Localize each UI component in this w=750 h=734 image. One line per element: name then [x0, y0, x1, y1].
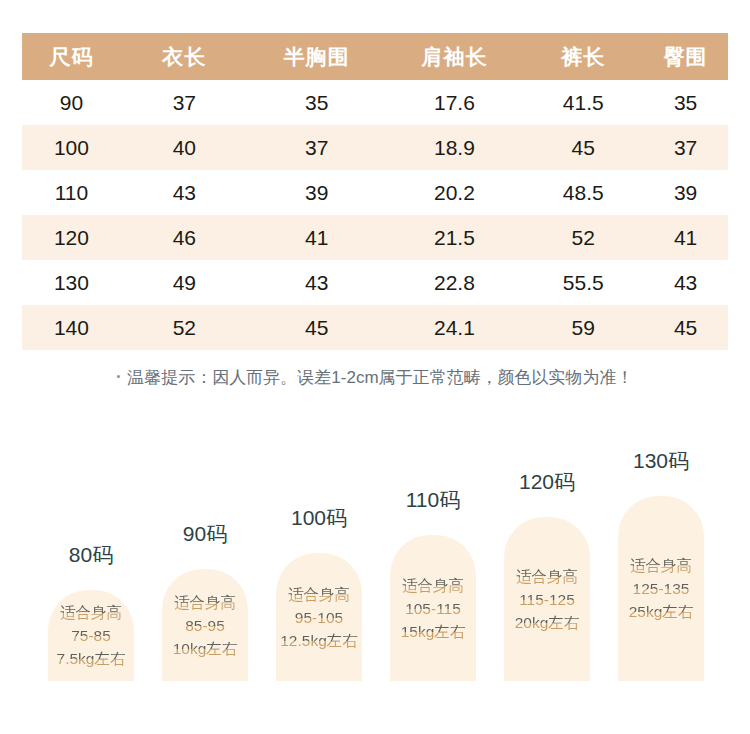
chart-column-90: 90码 适合身高 85-95 10kg左右 — [162, 520, 248, 681]
size-table-header-row: 尺码 衣长 半胸围 肩袖长 裤长 臀围 — [22, 33, 728, 80]
bar-text: 适合身高 125-135 25kg左右 — [629, 554, 694, 623]
table-cell: 37 — [248, 125, 386, 170]
table-cell: 35 — [643, 80, 728, 125]
table-cell: 45 — [643, 305, 728, 350]
size-chart-page: 尺码 衣长 半胸围 肩袖长 裤长 臀围 90 37 35 17.6 41.5 3… — [0, 33, 750, 681]
table-cell: 52 — [523, 215, 643, 260]
bar-line-weight: 7.5kg左右 — [57, 647, 126, 670]
table-cell: 24.1 — [386, 305, 524, 350]
table-row: 110 43 39 20.2 48.5 39 — [22, 170, 728, 215]
bar-label: 110码 — [406, 486, 460, 514]
table-cell: 41 — [643, 215, 728, 260]
bar-text: 适合身高 85-95 10kg左右 — [173, 591, 238, 660]
table-cell: 41.5 — [523, 80, 643, 125]
table-cell: 18.9 — [386, 125, 524, 170]
table-row: 100 40 37 18.9 45 37 — [22, 125, 728, 170]
header-cell-hip: 臀围 — [643, 33, 728, 80]
table-cell: 40 — [121, 125, 248, 170]
table-cell: 43 — [121, 170, 248, 215]
bar-line-fit: 适合身高 — [629, 554, 694, 577]
bar-line-fit: 适合身高 — [515, 565, 580, 588]
bar: 适合身高 115-125 20kg左右 — [504, 517, 590, 681]
bar-label: 90码 — [183, 520, 227, 548]
bar-line-height-range: 125-135 — [629, 577, 694, 600]
bar-line-fit: 适合身高 — [57, 601, 126, 624]
table-cell: 45 — [523, 125, 643, 170]
bar-line-height-range: 95-105 — [280, 606, 358, 629]
table-cell: 45 — [248, 305, 386, 350]
size-cell: 120 — [22, 215, 121, 260]
table-row: 140 52 45 24.1 59 45 — [22, 305, 728, 350]
size-cell: 110 — [22, 170, 121, 215]
bar-line-height-range: 115-125 — [515, 588, 580, 611]
table-cell: 39 — [248, 170, 386, 215]
chart-column-130: 130码 适合身高 125-135 25kg左右 — [618, 447, 704, 681]
size-cell: 130 — [22, 260, 121, 305]
header-cell-shoulder: 肩袖长 — [386, 33, 524, 80]
table-cell: 49 — [121, 260, 248, 305]
bar-line-height-range: 75-85 — [57, 624, 126, 647]
table-cell: 20.2 — [386, 170, 524, 215]
table-cell: 41 — [248, 215, 386, 260]
bar-line-weight: 25kg左右 — [629, 600, 694, 623]
chart-column-80: 80码 适合身高 75-85 7.5kg左右 — [48, 541, 134, 681]
chart-column-100: 100码 适合身高 95-105 12.5kg左右 — [276, 504, 362, 681]
table-row: 130 49 43 22.8 55.5 43 — [22, 260, 728, 305]
bar: 适合身高 85-95 10kg左右 — [162, 569, 248, 681]
bar-text: 适合身高 105-115 15kg左右 — [401, 574, 466, 643]
table-cell: 22.8 — [386, 260, 524, 305]
disclaimer-text: 温馨提示：因人而异。误差1-2cm属于正常范畴，颜色以实物为准！ — [127, 368, 633, 387]
header-cell-pants-length: 裤长 — [523, 33, 643, 80]
size-cell: 100 — [22, 125, 121, 170]
bar-label: 80码 — [69, 541, 113, 569]
table-cell: 37 — [121, 80, 248, 125]
table-cell: 43 — [643, 260, 728, 305]
bar: 适合身高 95-105 12.5kg左右 — [276, 553, 362, 681]
bar-text: 适合身高 75-85 7.5kg左右 — [57, 601, 126, 670]
table-row: 120 46 41 21.5 52 41 — [22, 215, 728, 260]
header-cell-half-chest: 半胸围 — [248, 33, 386, 80]
table-cell: 21.5 — [386, 215, 524, 260]
bar-label: 120码 — [519, 468, 575, 496]
header-cell-size: 尺码 — [22, 33, 121, 80]
header-cell-length: 衣长 — [121, 33, 248, 80]
bar: 适合身高 105-115 15kg左右 — [390, 535, 476, 681]
table-cell: 37 — [643, 125, 728, 170]
table-cell: 48.5 — [523, 170, 643, 215]
table-cell: 43 — [248, 260, 386, 305]
bar-line-fit: 适合身高 — [173, 591, 238, 614]
table-cell: 35 — [248, 80, 386, 125]
bar-text: 适合身高 115-125 20kg左右 — [515, 565, 580, 634]
table-cell: 46 — [121, 215, 248, 260]
bar-label: 100码 — [291, 504, 347, 532]
table-cell: 39 — [643, 170, 728, 215]
bar-line-height-range: 105-115 — [401, 597, 466, 620]
size-cell: 140 — [22, 305, 121, 350]
bar-label: 130码 — [633, 447, 689, 475]
bar-line-weight: 12.5kg左右 — [280, 629, 358, 652]
bar-line-height-range: 85-95 — [173, 614, 238, 637]
bar-line-weight: 15kg左右 — [401, 620, 466, 643]
table-cell: 17.6 — [386, 80, 524, 125]
table-row: 90 37 35 17.6 41.5 35 — [22, 80, 728, 125]
table-cell: 52 — [121, 305, 248, 350]
bar-line-fit: 适合身高 — [401, 574, 466, 597]
disclaimer-note: • 温馨提示：因人而异。误差1-2cm属于正常范畴，颜色以实物为准！ — [0, 363, 750, 391]
bar-text: 适合身高 95-105 12.5kg左右 — [280, 583, 358, 652]
bar-line-weight: 10kg左右 — [173, 637, 238, 660]
bar: 适合身高 75-85 7.5kg左右 — [48, 590, 134, 681]
table-cell: 59 — [523, 305, 643, 350]
chart-column-110: 110码 适合身高 105-115 15kg左右 — [390, 486, 476, 681]
size-cell: 90 — [22, 80, 121, 125]
bar: 适合身高 125-135 25kg左右 — [618, 496, 704, 681]
bullet-dot: • — [116, 370, 120, 382]
height-weight-bar-chart: 80码 适合身高 75-85 7.5kg左右 90码 适合身高 85-95 10… — [0, 393, 750, 681]
bar-line-weight: 20kg左右 — [515, 611, 580, 634]
chart-column-120: 120码 适合身高 115-125 20kg左右 — [504, 468, 590, 681]
bar-line-fit: 适合身高 — [280, 583, 358, 606]
size-table: 尺码 衣长 半胸围 肩袖长 裤长 臀围 90 37 35 17.6 41.5 3… — [22, 33, 728, 350]
table-cell: 55.5 — [523, 260, 643, 305]
